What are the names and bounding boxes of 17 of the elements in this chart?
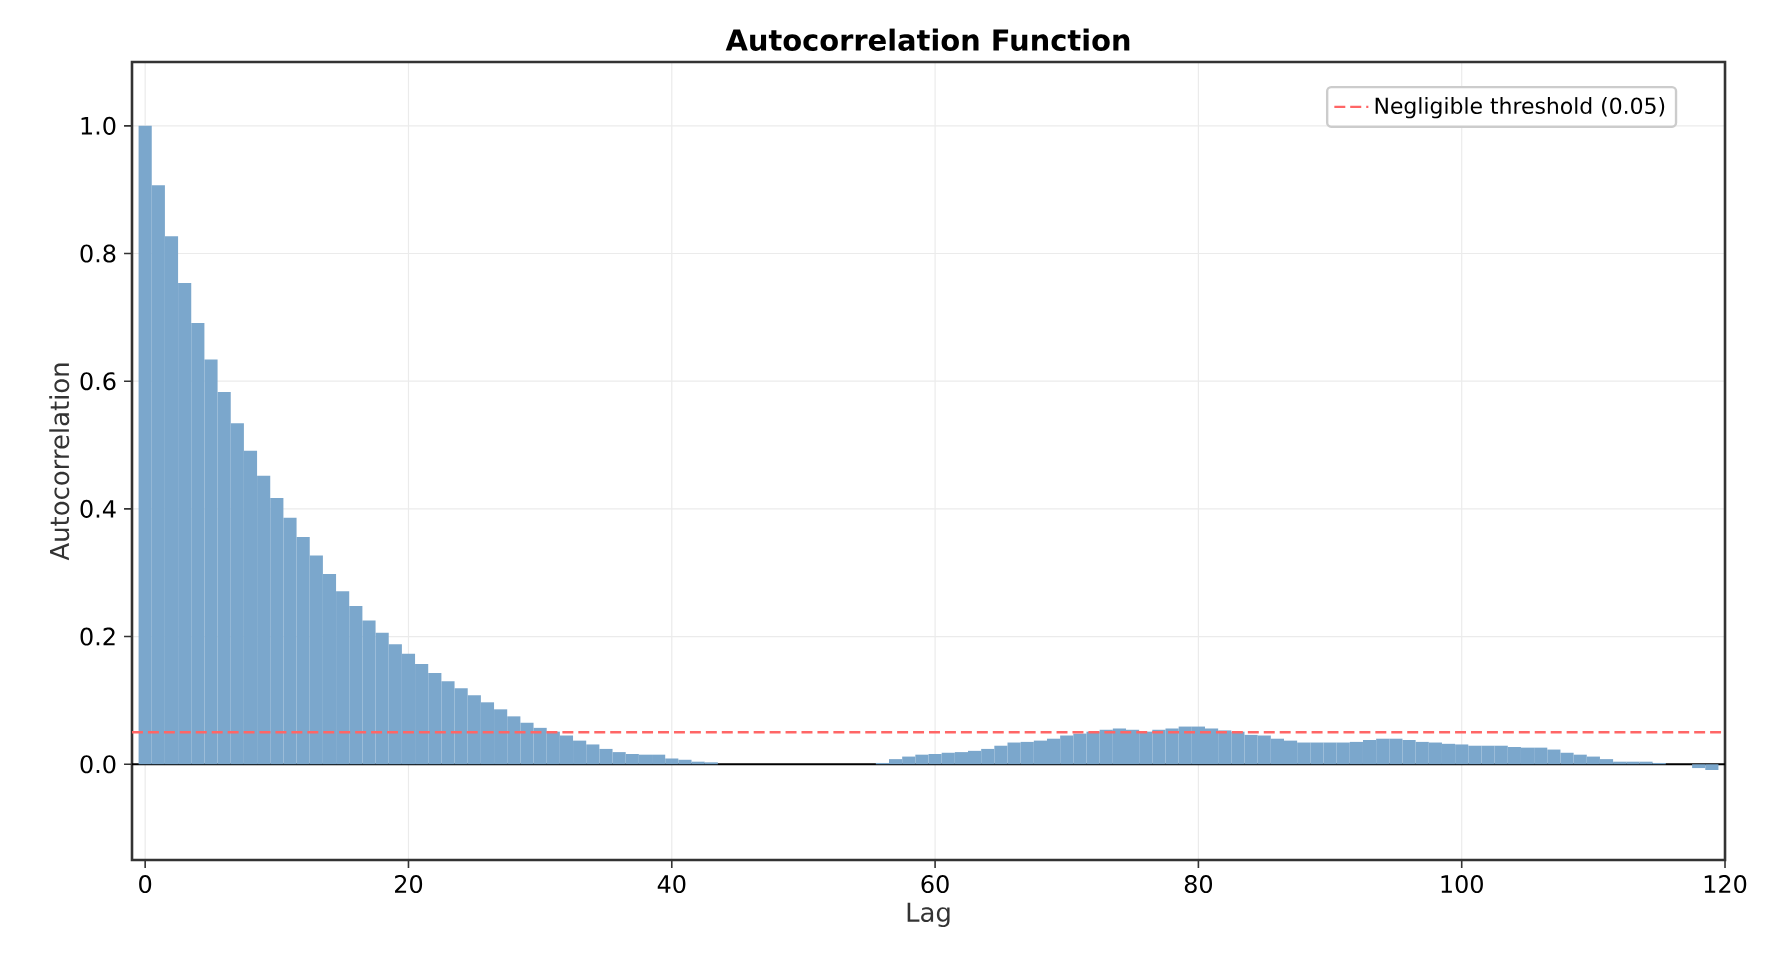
y-axis-title: Autocorrelation xyxy=(49,363,70,561)
y-tick-label: 0.4 xyxy=(80,499,116,518)
y-tick-label: 0.0 xyxy=(80,755,116,774)
x-axis-title: Lag xyxy=(907,902,950,928)
x-tick-label: 60 xyxy=(921,875,949,894)
x-tick-label: 80 xyxy=(1184,875,1213,894)
chart-title: Autocorrelation Function xyxy=(725,28,1130,51)
x-tick-label: 40 xyxy=(657,875,686,894)
x-tick-label: 120 xyxy=(1704,875,1747,894)
x-tick-label: 20 xyxy=(395,875,423,894)
y-tick-label: 0.6 xyxy=(80,372,116,391)
legend-label: Negligible threshold (0.05) xyxy=(1375,97,1665,119)
y-tick-label: 1.0 xyxy=(81,116,116,135)
x-tick-label: 0 xyxy=(139,875,152,894)
y-tick-label: 0.8 xyxy=(80,244,116,263)
x-tick-label: 100 xyxy=(1441,875,1483,894)
y-tick-label: 0.2 xyxy=(80,627,115,646)
